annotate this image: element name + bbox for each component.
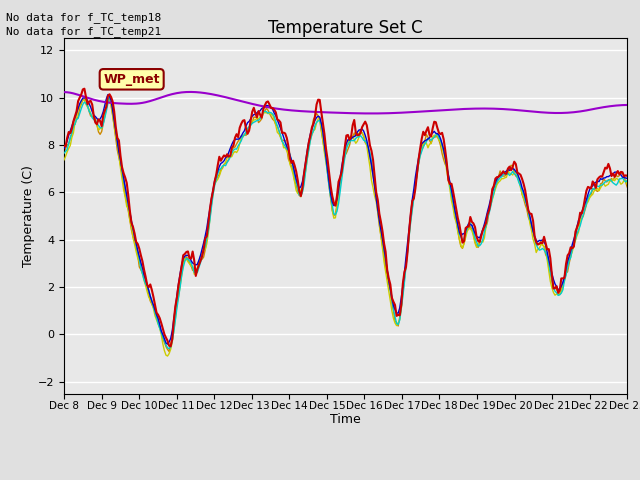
Legend: TC_C -32cm, TC_C -8cm, TC_C -4cm, TC_C +4cm, TC_C +8cm, TC_C +12cm: TC_C -32cm, TC_C -8cm, TC_C -4cm, TC_C +… xyxy=(36,475,640,480)
Title: Temperature Set C: Temperature Set C xyxy=(268,19,423,37)
X-axis label: Time: Time xyxy=(330,413,361,426)
Text: No data for f_TC_temp21: No data for f_TC_temp21 xyxy=(6,26,162,37)
Text: No data for f_TC_temp18: No data for f_TC_temp18 xyxy=(6,12,162,23)
Text: WP_met: WP_met xyxy=(104,73,160,86)
Y-axis label: Temperature (C): Temperature (C) xyxy=(22,165,35,267)
